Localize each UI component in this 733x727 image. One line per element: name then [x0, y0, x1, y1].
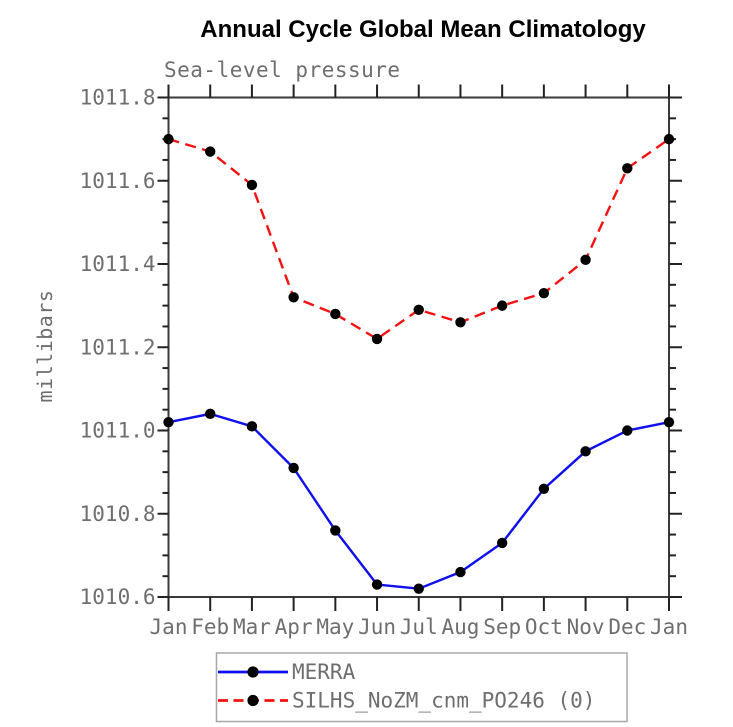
- x-tick-label: Nov: [567, 615, 605, 639]
- data-point-marker: [496, 537, 508, 549]
- data-point-marker: [288, 292, 299, 303]
- legend-label: MERRA: [292, 660, 356, 684]
- x-tick-label: Aug: [441, 615, 479, 639]
- x-tick-label: Oct: [525, 615, 563, 639]
- y-tick-label: 1010.8: [80, 502, 156, 526]
- data-point-marker: [455, 317, 466, 328]
- x-tick-label: Jul: [400, 615, 438, 639]
- y-tick-label: 1011.8: [80, 86, 156, 110]
- chart-title: Annual Cycle Global Mean Climatology: [200, 16, 646, 43]
- x-tick-label: Jan: [150, 615, 188, 639]
- series-line-merra: [168, 412, 670, 590]
- y-tick-label: 1011.6: [80, 169, 156, 193]
- data-point-marker: [538, 483, 550, 494]
- data-point-marker: [538, 287, 550, 299]
- data-point-marker: [413, 583, 424, 594]
- x-tick-label: Jun: [358, 615, 396, 639]
- x-tick-label: Dec: [608, 615, 646, 639]
- legend-marker: [247, 694, 259, 707]
- y-tick-label: 1010.6: [80, 585, 156, 609]
- data-point-marker: [496, 300, 508, 311]
- data-point-marker: [580, 446, 591, 457]
- x-tick-label: Sep: [483, 615, 521, 639]
- x-tick-label: Apr: [275, 615, 313, 639]
- x-tick-label: Jan: [650, 615, 688, 639]
- data-point-marker: [413, 304, 424, 315]
- y-tick-label: 1011.4: [80, 252, 156, 276]
- data-point-marker: [163, 416, 174, 428]
- data-point-marker: [330, 525, 341, 536]
- x-tick-label: Mar: [233, 615, 271, 639]
- series-group: [163, 133, 675, 594]
- data-point-marker: [163, 133, 174, 145]
- data-point-marker: [288, 462, 299, 474]
- data-point-marker: [205, 408, 216, 420]
- legend-marker: [247, 666, 259, 678]
- data-point-marker: [371, 333, 383, 345]
- data-point-marker: [622, 425, 633, 436]
- chart-subtitle: Sea-level pressure: [164, 58, 401, 82]
- x-tick-label: May: [316, 615, 354, 639]
- x-tick-label: Feb: [191, 615, 229, 639]
- legend-box: [215, 652, 628, 723]
- data-point-marker: [371, 579, 383, 590]
- legend-label: SILHS_NoZM_cnm_PO246 (0): [292, 689, 595, 713]
- y-axis-title: millibars: [33, 290, 57, 403]
- data-point-marker: [455, 566, 466, 578]
- plot-frame: [167, 96, 670, 598]
- data-point-marker: [663, 416, 675, 428]
- data-point-marker: [205, 146, 216, 157]
- data-point-marker: [622, 163, 633, 174]
- data-point-marker: [246, 421, 258, 432]
- legend: MERRA SILHS_NoZM_cnm_PO246 (0): [215, 652, 628, 723]
- data-point-marker: [580, 254, 591, 266]
- data-point-marker: [246, 179, 258, 191]
- axes: 1010.6 1010.8 1011.0 1011.2 1011.4 1011.6 1011…: [80, 84, 688, 639]
- y-tick-label: 1011.0: [80, 419, 156, 443]
- data-point-marker: [663, 133, 675, 145]
- data-point-marker: [330, 308, 341, 320]
- y-tick-label: 1011.2: [80, 335, 156, 359]
